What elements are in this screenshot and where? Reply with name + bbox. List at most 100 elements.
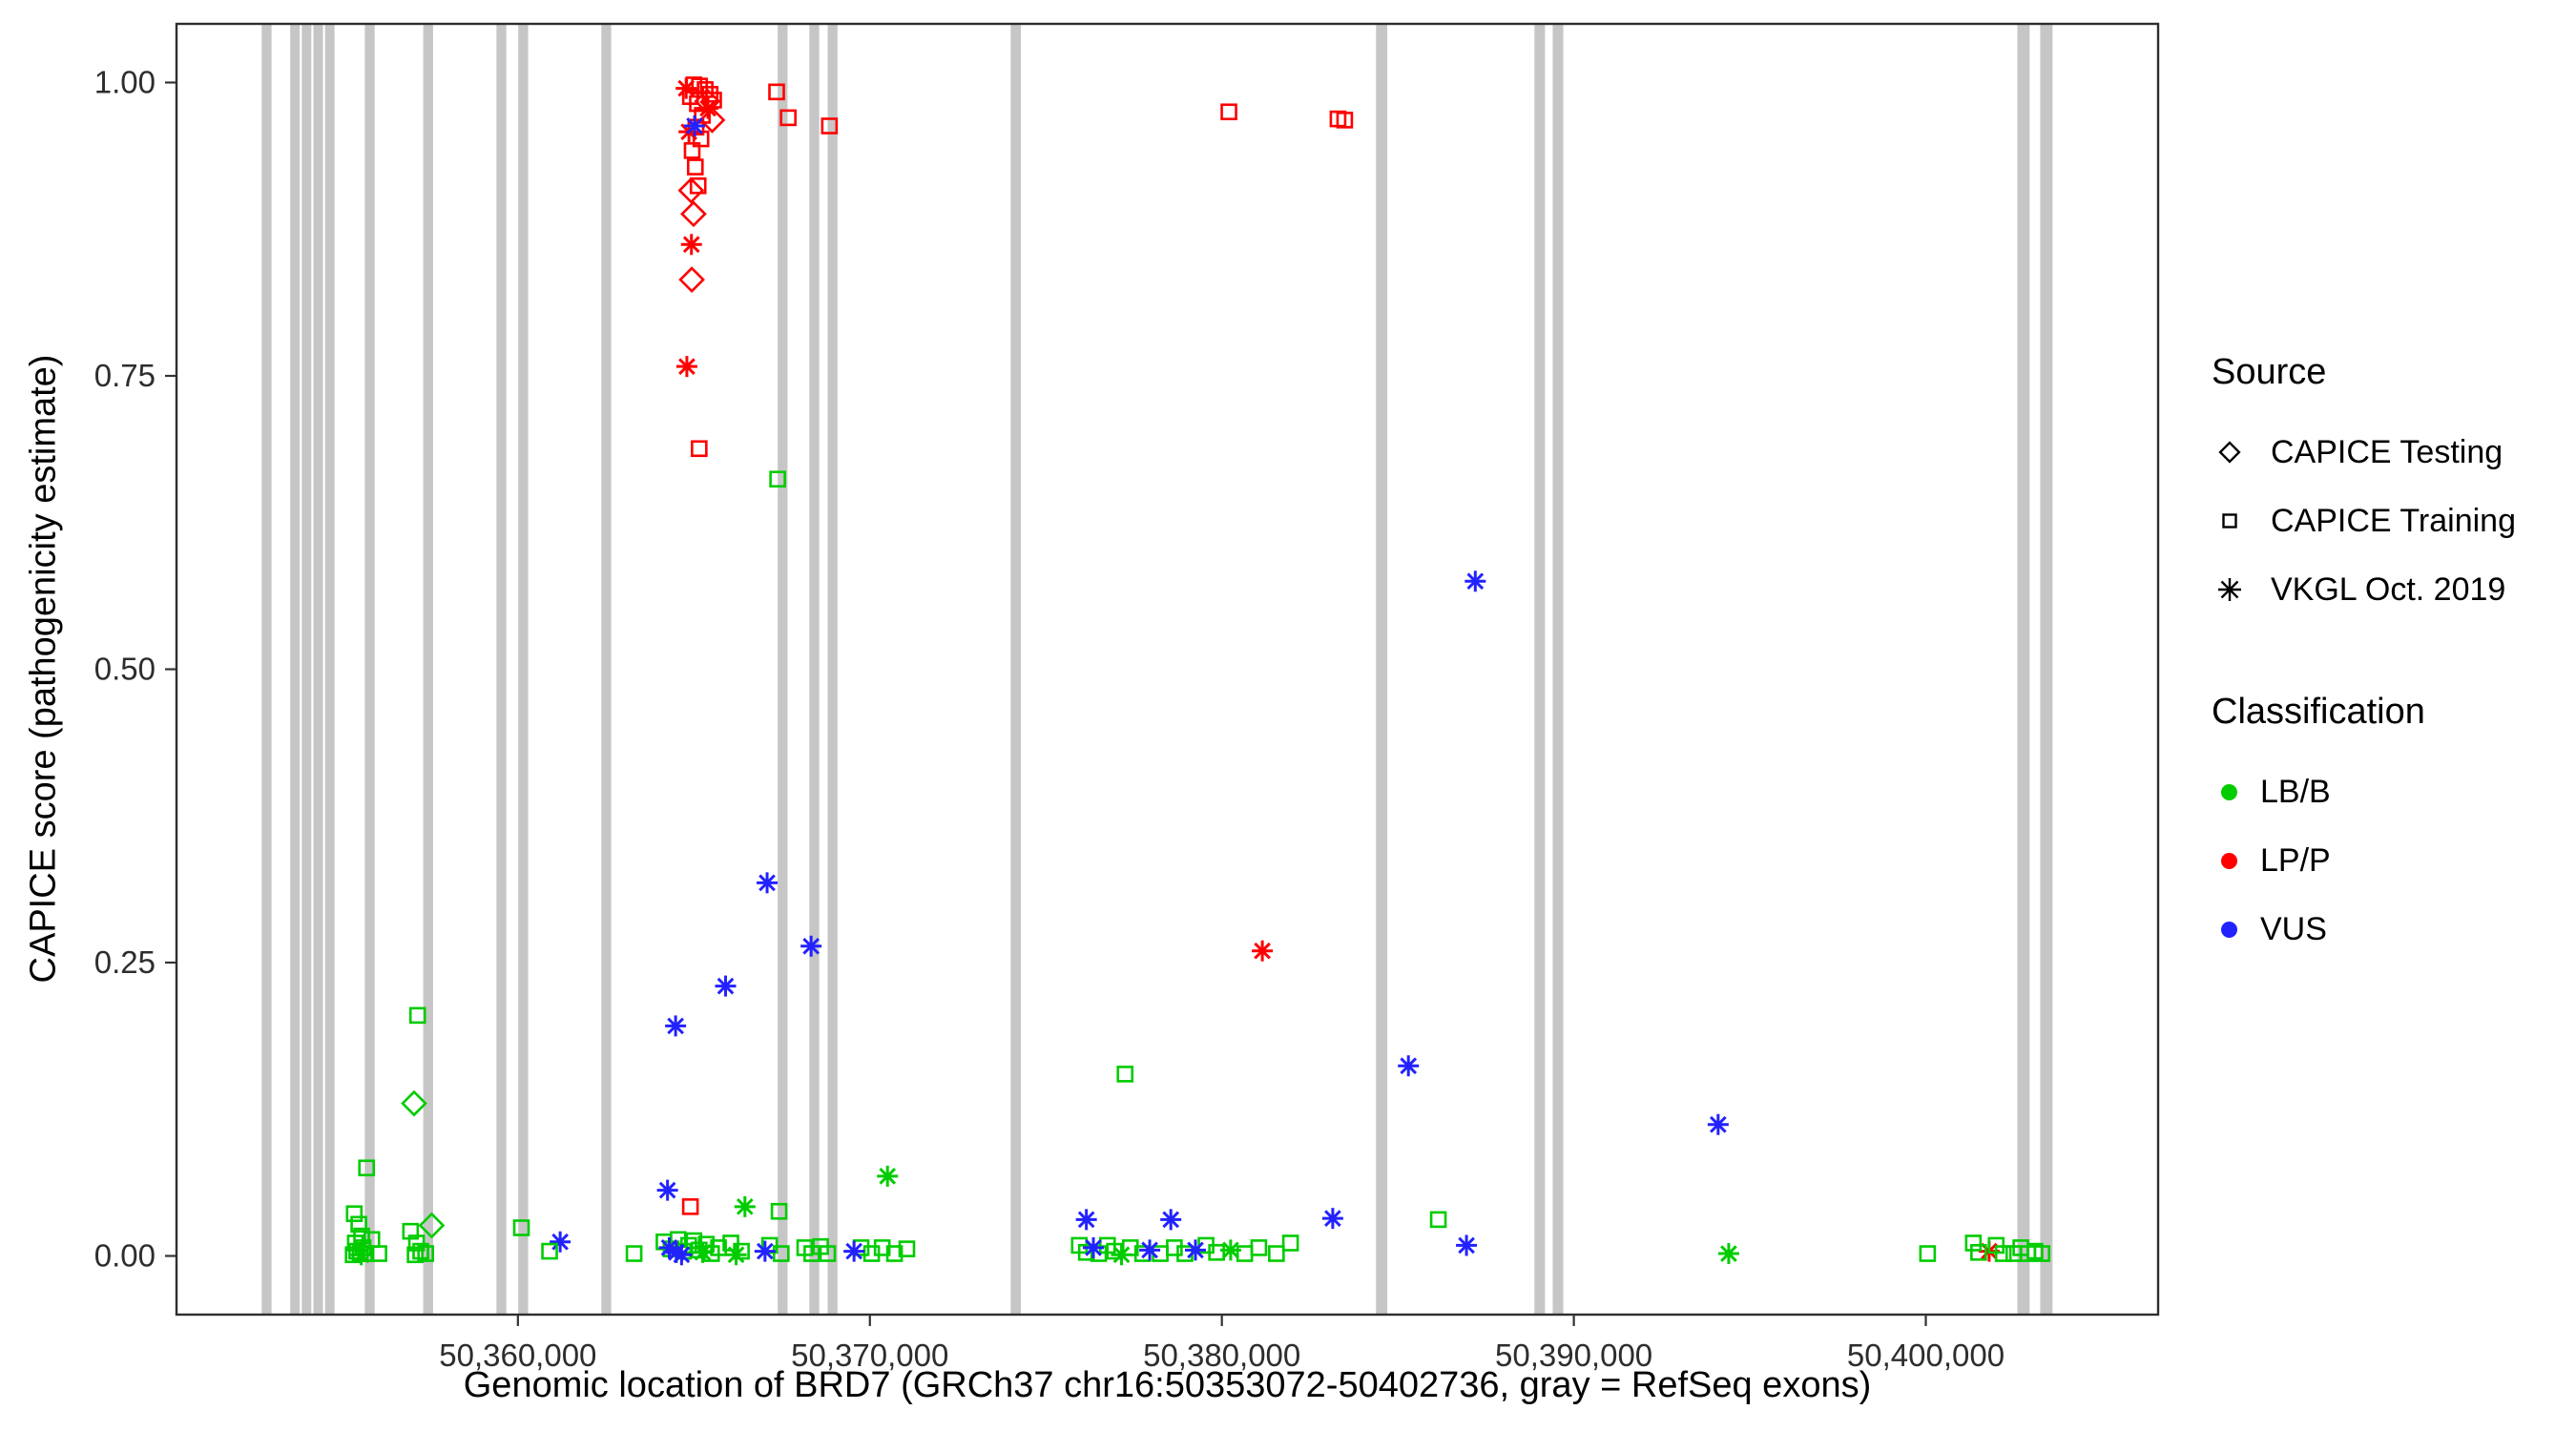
exon-bar [324, 24, 335, 1315]
data-point [677, 176, 705, 204]
exon-bar [809, 24, 820, 1315]
data-point [1075, 1209, 1097, 1231]
data-point [862, 1245, 881, 1262]
data-point [1219, 1239, 1241, 1261]
exon-bar [778, 24, 788, 1315]
legend-item-label: VKGL Oct. 2019 [2271, 570, 2506, 608]
exon-bar [423, 24, 433, 1315]
legend-source-title: Source [2212, 352, 2327, 392]
data-point [1185, 1239, 1207, 1261]
diamond-marker-icon [2212, 434, 2248, 470]
data-point [686, 158, 704, 176]
data-point [345, 1205, 364, 1223]
data-point [671, 1244, 693, 1266]
data-point [734, 1195, 756, 1217]
data-point [1160, 1209, 1182, 1231]
exon-bar [313, 24, 323, 1315]
legend-classification-group: Classification LB/B LP/P VUS [2212, 691, 2516, 964]
data-point [1465, 570, 1486, 592]
data-point [898, 1240, 916, 1257]
y-tick-label: 1.00 [94, 65, 156, 100]
y-tick-label: 0.50 [94, 652, 156, 687]
lpp-color-swatch-icon [2221, 852, 2237, 869]
exon-bar [827, 24, 838, 1315]
data-point [754, 1240, 776, 1262]
data-point [1111, 1244, 1132, 1266]
data-point [725, 1244, 747, 1266]
data-point [1707, 1113, 1729, 1135]
data-point [680, 200, 707, 228]
data-point [779, 109, 797, 127]
legend-item-label: LB/B [2260, 773, 2331, 810]
data-point [689, 176, 707, 195]
exon-bar [290, 24, 301, 1315]
data-point [1208, 1244, 1225, 1261]
data-point [1970, 1244, 1987, 1261]
x-tick-label: 50,360,000 [439, 1338, 596, 1373]
data-point [412, 1242, 429, 1260]
data-point [656, 1179, 678, 1201]
exon-bar [601, 24, 612, 1315]
data-point [406, 1246, 424, 1264]
data-point [1994, 1245, 2012, 1262]
data-point [772, 1245, 790, 1262]
data-point [350, 1215, 367, 1234]
data-point [512, 1219, 530, 1236]
data-point [697, 97, 719, 119]
legend-item-capice-training: CAPICE Training [2212, 487, 2516, 555]
data-point [1139, 1239, 1161, 1261]
lbb-color-swatch-icon [2221, 783, 2237, 800]
square-marker-icon [2212, 503, 2248, 539]
exon-bar [1376, 24, 1388, 1315]
data-point [678, 266, 705, 293]
data-point [683, 142, 701, 159]
data-point [819, 1245, 837, 1262]
exon-bar [1534, 24, 1546, 1315]
exon-bar [301, 24, 312, 1315]
legend-item-label: LP/P [2260, 841, 2331, 879]
exon-bar [1552, 24, 1564, 1315]
legend-item-lpp: LP/P [2212, 826, 2516, 895]
data-point [1717, 1243, 1739, 1265]
data-point [1456, 1234, 1478, 1256]
data-point [715, 975, 737, 997]
data-point [408, 1006, 426, 1025]
legend-item-vkgl: VKGL Oct. 2019 [2212, 555, 2516, 624]
legend: Source CAPICE Testing CAPICE Training [2212, 351, 2516, 964]
data-point [358, 1159, 376, 1177]
data-point [1176, 1245, 1194, 1262]
asterisk-marker-icon [2212, 571, 2248, 608]
vus-color-swatch-icon [2221, 921, 2237, 938]
data-point [625, 1245, 643, 1262]
data-point [698, 107, 726, 134]
data-point [401, 1089, 427, 1117]
data-point [550, 1231, 571, 1253]
data-point [770, 1202, 788, 1220]
data-point [681, 1198, 699, 1215]
legend-source-group: Source CAPICE Testing CAPICE Training [2212, 351, 2516, 624]
legend-item-lbb: LB/B [2212, 757, 2516, 826]
exon-bar [1010, 24, 1022, 1315]
legend-item-label: CAPICE Testing [2271, 433, 2503, 470]
data-point [2033, 1245, 2051, 1262]
data-point [885, 1245, 904, 1262]
exon-bar [496, 24, 507, 1315]
data-point [1083, 1236, 1105, 1258]
data-point [417, 1245, 434, 1262]
data-point [1236, 1245, 1254, 1262]
data-point [418, 1212, 446, 1239]
data-point [541, 1242, 558, 1260]
data-point [1166, 1239, 1183, 1256]
data-point [350, 1244, 372, 1266]
data-point [1152, 1245, 1169, 1262]
data-point [800, 935, 822, 957]
data-point [843, 1240, 865, 1262]
exon-bar [518, 24, 529, 1315]
data-point [1220, 103, 1237, 121]
exon-bar [2040, 24, 2053, 1315]
x-axis-title: Genomic location of BRD7 (GRCh37 chr16:5… [463, 1365, 1872, 1405]
data-point [1429, 1211, 1447, 1229]
y-tick-label: 0.75 [94, 358, 156, 393]
y-tick-label: 0.25 [94, 944, 156, 980]
